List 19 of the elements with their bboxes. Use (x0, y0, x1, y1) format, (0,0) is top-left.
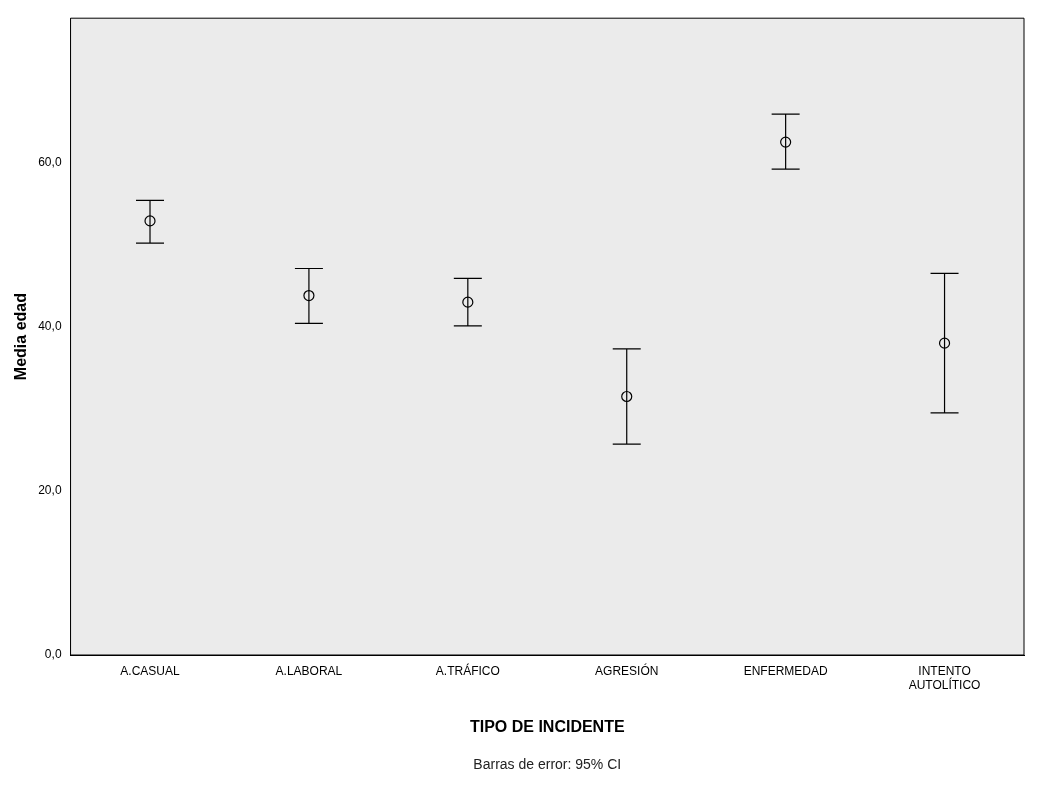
y-axis-title: Media edad (12, 293, 30, 381)
y-tick-label: 20,0 (38, 483, 62, 498)
point (462, 296, 474, 308)
x-tick-label: A.LABORAL (275, 663, 343, 678)
x-tick-label: A.TRÁFICO (435, 662, 500, 678)
x-tick-label: AGRESIÓN (595, 662, 659, 678)
x-tick-label: A.CASUAL (120, 663, 181, 678)
text: Barras de error: 95% CI (473, 756, 622, 772)
y-tick-label: 40,0 (38, 319, 62, 334)
point (303, 289, 315, 302)
y-tick-label: 60,0 (38, 154, 62, 169)
point (938, 337, 951, 349)
point (780, 136, 792, 148)
x-tick-label: INTENTO AUTOLÍTICO (908, 663, 981, 692)
x-tick-label: ENFERMEDAD (743, 663, 828, 678)
point (144, 215, 156, 227)
x-axis-title: TIPO DE INCIDENTE (469, 717, 625, 735)
y-tick-label: 0,0 (44, 647, 62, 662)
point (621, 390, 633, 403)
